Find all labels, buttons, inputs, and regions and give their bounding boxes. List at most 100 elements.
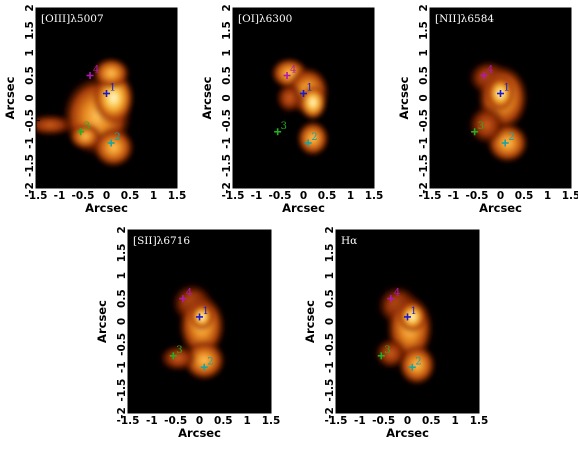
y-tick-label: 1	[116, 272, 128, 279]
x-axis-label: Arcsec	[85, 201, 128, 215]
y-tick-label: -2	[324, 407, 336, 419]
x-tick-label: 0.5	[422, 415, 441, 427]
emission-map	[270, 57, 330, 157]
y-tick-label: 1.5	[324, 244, 336, 263]
marker-3-label: 3	[281, 121, 287, 132]
y-tick-label: 1.5	[24, 21, 36, 40]
y-tick-label: -2	[221, 182, 233, 194]
x-tick-label: -1	[448, 190, 460, 202]
y-tick-label: 0	[116, 318, 128, 325]
y-tick-label: -1	[116, 361, 128, 373]
x-tick-label: -0.5	[164, 415, 187, 427]
x-tick-label: 0	[404, 415, 411, 427]
y-tick-label: 1	[221, 49, 233, 56]
marker-4-label: 4	[186, 288, 192, 299]
y-tick-label: -0.5	[24, 109, 36, 132]
y-tick-label: -0.5	[116, 333, 128, 356]
y-tick-label: 0.5	[116, 289, 128, 308]
marker-4-label: 4	[290, 65, 296, 76]
x-tick-label: -0.5	[466, 190, 489, 202]
y-tick-label: -1.5	[221, 154, 233, 177]
emission-blob	[397, 300, 427, 333]
marker-4-label: 4	[394, 288, 400, 299]
marker-1-label: 1	[203, 306, 209, 317]
emission-blob	[182, 339, 226, 381]
y-tick-label: 1	[324, 272, 336, 279]
panel-title: [NII]λ6584	[435, 13, 494, 25]
x-tick-label: 1.5	[262, 415, 281, 427]
x-tick-label: 0.5	[515, 190, 534, 202]
y-tick-label: 0.5	[418, 66, 430, 85]
panel-title: [OI]λ6300	[238, 13, 292, 25]
x-tick-label: 0	[300, 190, 307, 202]
marker-3-label: 3	[384, 345, 390, 356]
panel-5: -1.5 -1 -0.5 0 0.5 1 1.521.510.50-0.5-1-1.5-2A…	[303, 226, 488, 440]
x-tick-label: 0.5	[121, 190, 140, 202]
y-tick-label: 1	[418, 49, 430, 56]
x-tick-label: 1.5	[365, 190, 384, 202]
marker-4-label: 4	[93, 65, 99, 76]
y-axis-label: Arcsec	[3, 76, 17, 119]
y-tick-label: -1	[24, 137, 36, 149]
x-tick-label: 1.5	[168, 190, 187, 202]
x-tick-label: -0.5	[269, 190, 292, 202]
x-tick-label: -1.5	[222, 190, 245, 202]
emission-blob	[397, 344, 437, 386]
x-tick-label: -1	[354, 415, 366, 427]
y-tick-label: -2	[418, 182, 430, 194]
y-tick-label: 1.5	[418, 21, 430, 40]
emission-blob	[68, 122, 102, 150]
y-tick-label: -2	[24, 182, 36, 194]
y-tick-label: -0.5	[221, 109, 233, 132]
y-tick-label: 2	[324, 226, 336, 233]
y-tick-label: 0	[418, 94, 430, 101]
x-tick-label: -1.5	[25, 190, 48, 202]
emission-blob	[296, 120, 330, 157]
y-tick-label: -1.5	[418, 154, 430, 177]
y-tick-label: 0	[324, 318, 336, 325]
x-tick-label: 0.5	[214, 415, 233, 427]
y-tick-label: 2	[221, 4, 233, 11]
x-tick-label: 1.5	[562, 190, 578, 202]
y-tick-label: -1.5	[24, 154, 36, 177]
x-tick-label: -0.5	[372, 415, 395, 427]
y-tick-label: 0.5	[24, 66, 36, 85]
emission-blob	[298, 84, 327, 121]
x-tick-label: -0.5	[72, 190, 95, 202]
x-tick-label: 0	[196, 415, 203, 427]
y-tick-label: 2	[116, 226, 128, 233]
x-tick-label: 1.5	[470, 415, 489, 427]
x-tick-label: 0.5	[318, 190, 337, 202]
x-tick-label: 1	[150, 190, 157, 202]
y-tick-label: -1	[221, 137, 233, 149]
panel-1: -1.5 -1 -0.5 0 0.5 1 1.521.510.50-0.5-1-1.5-2A…	[3, 4, 186, 215]
marker-1-label: 1	[110, 83, 116, 94]
emission-blob	[467, 104, 506, 146]
x-tick-label: -1.5	[325, 415, 348, 427]
x-tick-label: 1	[244, 415, 251, 427]
marker-1-label: 1	[411, 306, 417, 317]
y-tick-label: 1	[24, 49, 36, 56]
emission-blob	[275, 82, 304, 114]
y-tick-label: 0.5	[221, 66, 233, 85]
y-tick-label: 0	[24, 94, 36, 101]
marker-3-label: 3	[478, 121, 484, 132]
x-tick-label: 1	[544, 190, 551, 202]
marker-1-label: 1	[504, 83, 510, 94]
panel-2: -1.5 -1 -0.5 0 0.5 1 1.521.510.50-0.5-1-1.5-2A…	[200, 4, 383, 215]
panel-title: [OIII]λ5007	[41, 13, 104, 25]
x-tick-label: -1	[251, 190, 263, 202]
emission-blob	[92, 127, 135, 168]
y-tick-label: 1.5	[116, 244, 128, 263]
y-tick-label: 0	[221, 94, 233, 101]
panel-4: -1.5 -1 -0.5 0 0.5 1 1.521.510.50-0.5-1-1.5-2A…	[95, 226, 280, 440]
y-tick-label: 2	[418, 4, 430, 11]
y-axis-label: Arcsec	[95, 300, 109, 343]
y-tick-label: -1	[418, 137, 430, 149]
panel-3: -1.5 -1 -0.5 0 0.5 1 1.521.510.50-0.5-1-1.5-2A…	[397, 4, 578, 215]
marker-1-label: 1	[307, 83, 313, 94]
x-axis-label: Arcsec	[386, 426, 429, 440]
emission-map	[374, 284, 437, 386]
x-tick-label: -1	[146, 415, 158, 427]
